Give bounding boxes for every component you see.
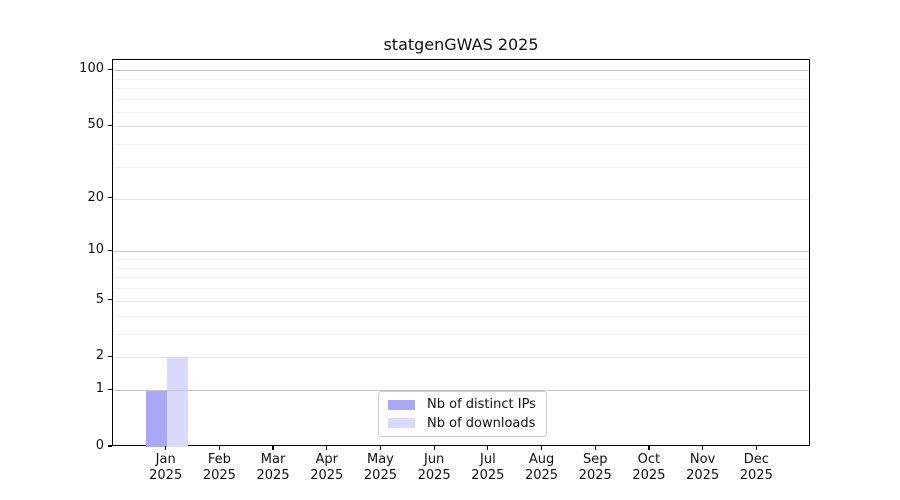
y-tick-label: 100	[79, 61, 104, 77]
y-tick-label: 50	[87, 117, 104, 133]
major-gridline	[113, 300, 809, 302]
x-tick-label: Jun 2025	[417, 452, 451, 483]
x-tick-mark	[165, 446, 167, 450]
x-tick-mark	[648, 446, 650, 450]
x-tick-mark	[272, 446, 274, 450]
major-gridline	[113, 251, 809, 253]
major-gridline	[113, 198, 809, 200]
y-tick-mark	[108, 196, 112, 199]
minor-gridline	[113, 88, 809, 90]
x-tick-mark	[218, 446, 220, 450]
minor-gridline	[113, 259, 809, 261]
bars-layer	[113, 60, 809, 447]
major-gridline	[113, 357, 809, 359]
minor-gridline	[113, 78, 809, 80]
minor-gridline	[113, 333, 809, 335]
x-tick-mark	[326, 446, 328, 450]
x-tick-label: May 2025	[363, 452, 397, 483]
legend-label: Nb of distinct IPs	[427, 397, 536, 413]
gridlines-layer	[113, 60, 809, 445]
legend-label: Nb of downloads	[427, 415, 536, 431]
y-tick-mark	[108, 299, 112, 301]
y-tick-mark	[108, 68, 112, 70]
minor-gridline	[113, 288, 809, 290]
minor-gridline	[113, 315, 809, 317]
y-tick-mark	[108, 355, 112, 357]
x-tick-label: Aug 2025	[524, 452, 559, 483]
x-tick-label: Jan 2025	[149, 452, 183, 483]
x-tick-mark	[487, 446, 489, 450]
y-tick-label: 10	[87, 242, 104, 258]
legend-item: Nb of distinct IPs	[388, 397, 537, 412]
minor-gridline	[113, 111, 809, 113]
y-tick-mark	[108, 249, 112, 251]
x-tick-label: Apr 2025	[310, 452, 344, 483]
y-tick-label: 20	[87, 189, 104, 205]
x-tick-label: Jul 2025	[471, 452, 505, 483]
x-tick-label: Nov 2025	[686, 452, 720, 483]
y-tick-label: 5	[95, 291, 104, 307]
legend-swatch	[388, 418, 415, 429]
minor-gridline	[113, 99, 809, 101]
bar-downloads	[166, 357, 188, 447]
legend: Nb of distinct IPs Nb of downloads	[378, 391, 547, 437]
plot-area	[112, 59, 810, 447]
y-tick-mark	[108, 124, 112, 126]
x-tick-mark	[433, 446, 435, 450]
y-tick-label: 0	[95, 438, 104, 453]
x-tick-label: Feb 2025	[202, 452, 236, 483]
chart-title: statgenGWAS 2025	[383, 35, 539, 54]
minor-gridline	[113, 166, 809, 168]
x-tick-label: Oct 2025	[632, 452, 666, 483]
major-gridline	[113, 126, 809, 128]
minor-gridline	[113, 267, 809, 269]
x-tick-mark	[594, 446, 596, 450]
legend-item: Nb of downloads	[388, 416, 537, 431]
x-tick-label: Sep 2025	[578, 452, 612, 483]
minor-gridline	[113, 277, 809, 279]
x-tick-label: Dec 2025	[739, 452, 773, 483]
x-tick-mark	[702, 446, 704, 450]
bar-distinct-ips	[145, 390, 167, 447]
x-tick-mark	[379, 446, 382, 450]
major-gridline	[113, 390, 809, 392]
minor-gridline	[113, 143, 809, 145]
x-tick-mark	[755, 446, 757, 450]
y-tick-mark	[108, 445, 112, 447]
y-tick-mark	[108, 388, 112, 391]
x-tick-label: Mar 2025	[256, 452, 290, 483]
legend-swatch	[388, 399, 415, 410]
major-gridline	[113, 70, 809, 72]
y-tick-label: 1	[95, 381, 104, 397]
y-tick-label: 2	[95, 348, 104, 364]
x-tick-mark	[540, 446, 543, 450]
